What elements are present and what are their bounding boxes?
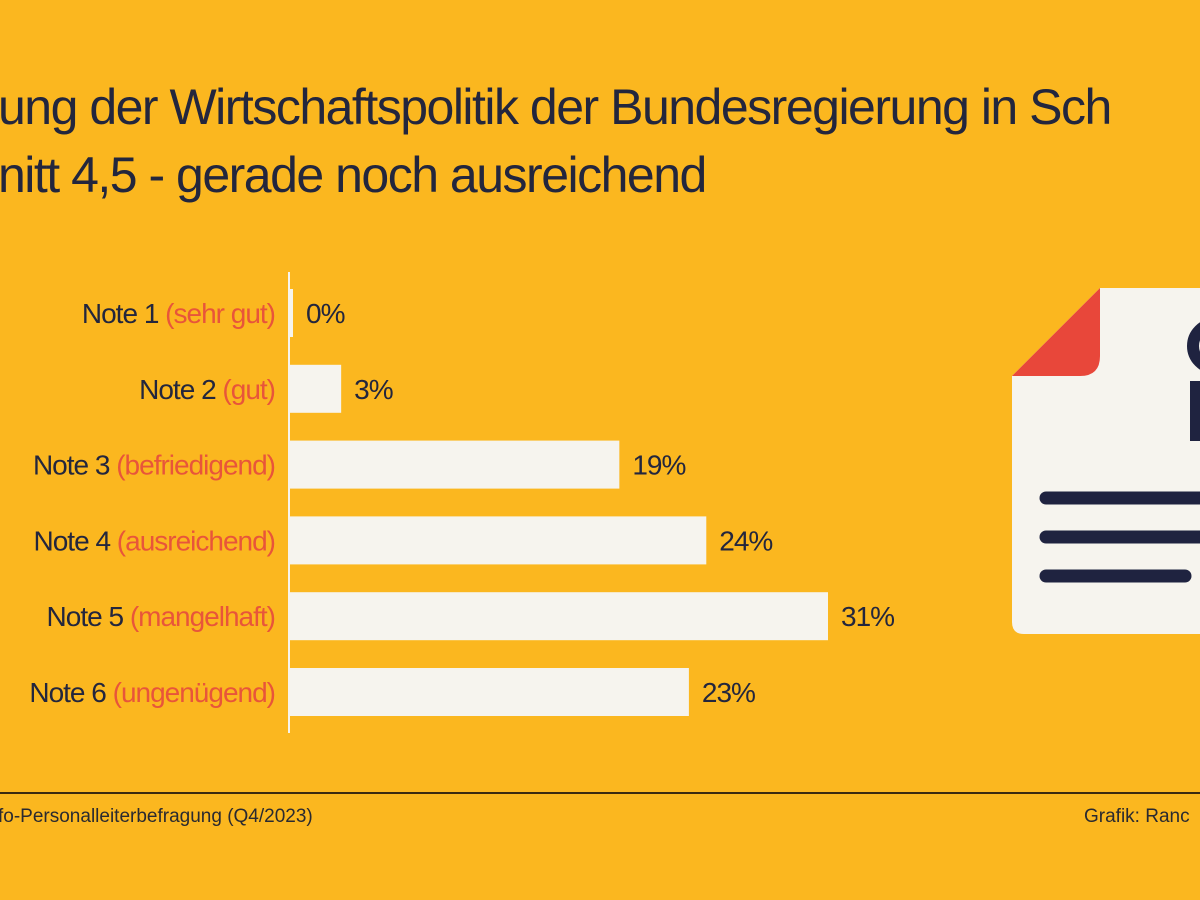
value-label: 31% — [841, 601, 894, 632]
category-label: Note 1 (sehr gut) — [82, 298, 275, 329]
graphic-credit: Grafik: Ranc — [1084, 806, 1190, 827]
value-label: 3% — [354, 374, 393, 405]
category-name: Note 2 — [139, 374, 222, 405]
bar — [289, 668, 689, 716]
bar-chart: 0% Note 1 (sehr gut) 3% Note 2 (gut) 19% Note… — [29, 272, 895, 733]
category-name: Note 4 — [34, 525, 117, 556]
category-name: Note 3 — [33, 450, 116, 481]
value-label: 0% — [306, 298, 345, 329]
category-label: Note 5 (mangelhaft) — [47, 601, 275, 632]
category-label: Note 6 (ungenügend) — [29, 677, 275, 708]
category-note: (gut) — [222, 374, 275, 405]
bar — [289, 289, 293, 337]
category-label: Note 4 (ausreichend) — [34, 525, 275, 556]
bar — [289, 516, 707, 565]
category-note: (befriedigend) — [116, 450, 275, 481]
category-label: Note 3 (befriedigend) — [33, 450, 275, 481]
category-note: (ungenügend) — [113, 677, 275, 708]
category-note: (mangelhaft) — [130, 601, 275, 632]
chart-title-line-1: ung der Wirtschaftspolitik der Bundesreg… — [0, 79, 1112, 135]
category-name: Note 1 — [82, 298, 165, 329]
bar — [289, 592, 828, 641]
bar — [289, 440, 620, 489]
category-name: Note 5 — [47, 601, 130, 632]
category-label: Note 2 (gut) — [139, 374, 275, 405]
value-label: 19% — [632, 450, 685, 481]
value-label: 23% — [702, 677, 755, 708]
chart-title-line-2: nitt 4,5 - gerade noch ausreichend — [0, 147, 707, 203]
footer-divider — [0, 792, 1200, 794]
document-person-icon — [1012, 288, 1200, 634]
category-note: (ausreichend) — [117, 525, 275, 556]
category-note: (sehr gut) — [165, 298, 275, 329]
category-name: Note 6 — [29, 677, 112, 708]
source-note: fo-Personalleiterbefragung (Q4/2023) — [0, 806, 313, 827]
value-label: 24% — [719, 525, 772, 556]
bar — [289, 364, 342, 413]
